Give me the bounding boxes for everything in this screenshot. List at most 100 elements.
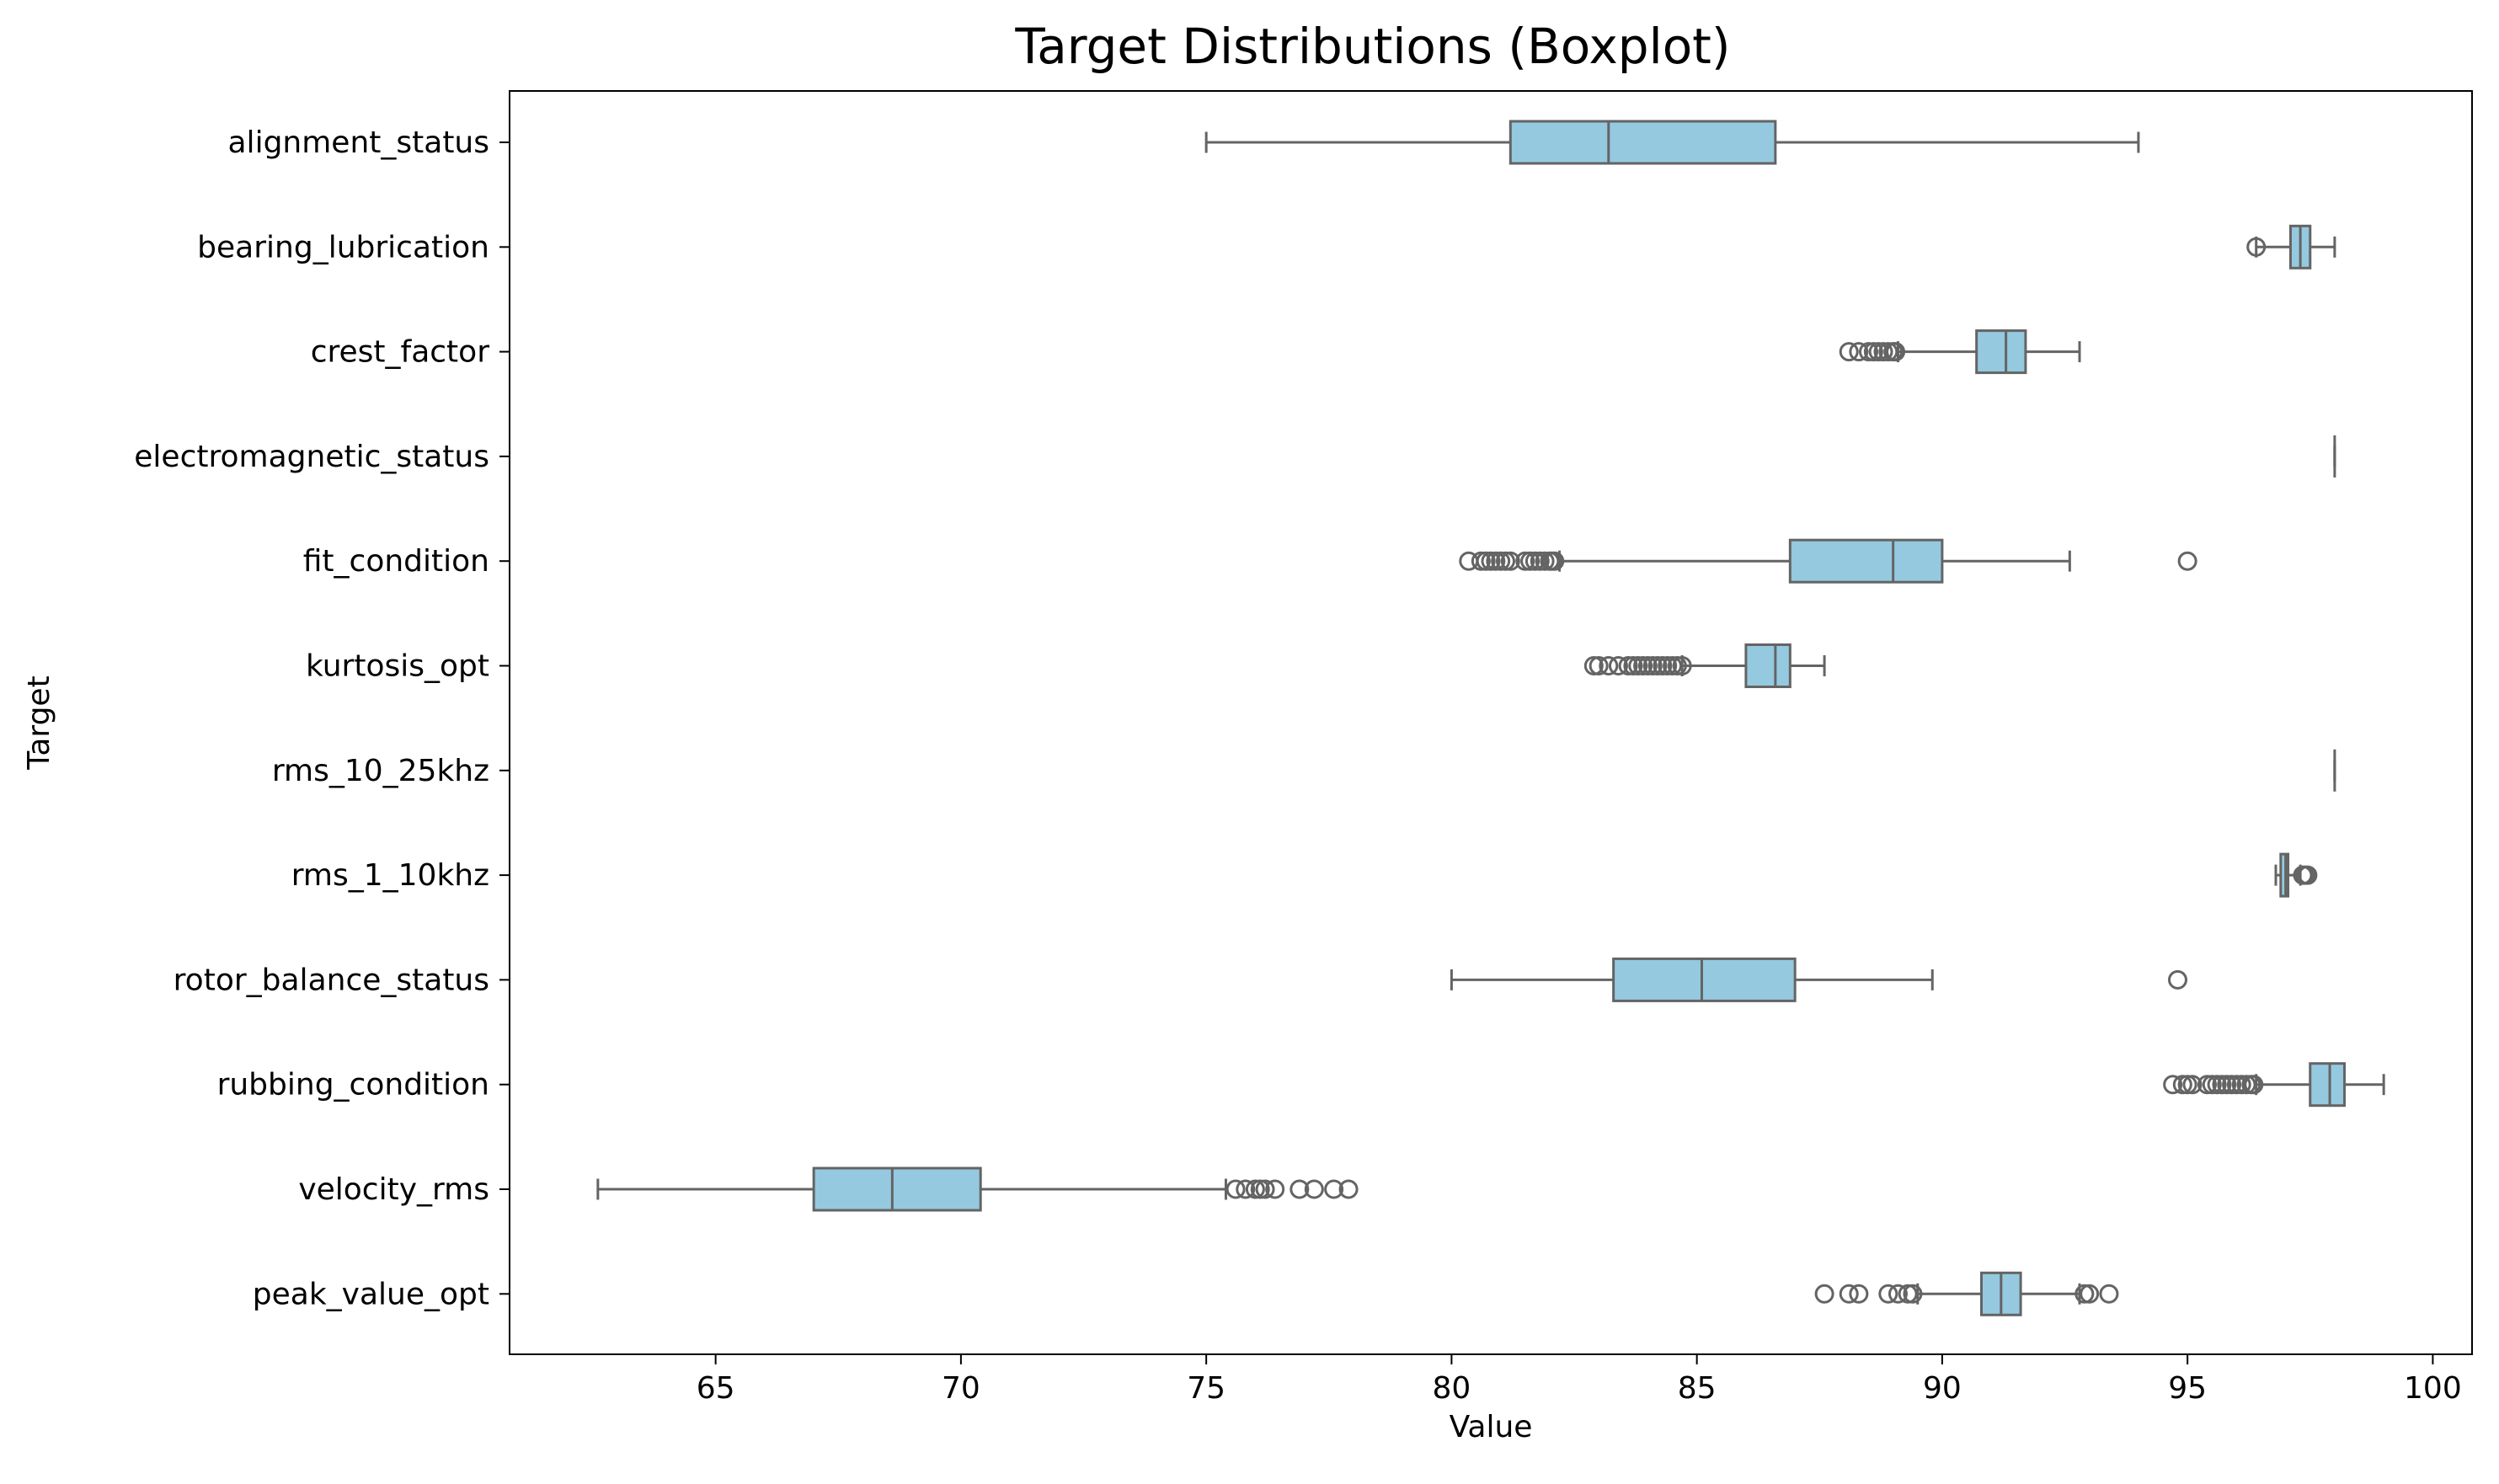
outlier-point (1886, 342, 1906, 362)
outlier-point (1500, 551, 1520, 571)
outlier-point (2222, 1075, 2242, 1095)
y-tick-label: velocity_rms (298, 1172, 489, 1207)
box-iqr (1612, 957, 1797, 1002)
y-tick-label: rms_1_10khz (291, 858, 489, 893)
outlier-point (2168, 969, 2187, 990)
outlier-point (1888, 1284, 1908, 1304)
y-tick-label: rotor_balance_status (174, 963, 489, 997)
outlier-point (1642, 656, 1663, 675)
outlier-point (1599, 656, 1619, 675)
chart-title: Target Distributions (Boxplot) (1014, 18, 1730, 75)
outlier-point (2207, 1075, 2227, 1095)
x-tick-label: 95 (2168, 1371, 2207, 1406)
outlier-point (1589, 656, 1609, 675)
outlier-point (1476, 551, 1496, 571)
outlier-point (1633, 656, 1653, 675)
y-tick-label: bearing_lubrication (197, 230, 489, 264)
outlier-point (2172, 1075, 2192, 1095)
outlier-point (2177, 551, 2197, 571)
outlier-point (1290, 1179, 1310, 1199)
y-tick-label: peak_value_opt (253, 1277, 489, 1311)
outlier-point (1236, 1179, 1256, 1199)
outlier-point (1265, 1179, 1285, 1199)
y-axis-label: Target (22, 675, 56, 770)
outlier-point (2244, 1075, 2264, 1095)
y-tick-label: fit_condition (303, 544, 489, 579)
outlier-point (1520, 551, 1541, 571)
outlier-point (1667, 656, 1687, 675)
outlier-point (1481, 551, 1501, 571)
outlier-point (1849, 342, 1869, 362)
outlier-point (2182, 1075, 2203, 1095)
outlier-point (1583, 656, 1604, 675)
x-tick-label: 75 (1187, 1371, 1225, 1406)
outlier-point (1338, 1179, 1359, 1199)
outlier-point (1495, 551, 1515, 571)
outlier-point (1859, 342, 1879, 362)
y-tick-label: alignment_status (228, 125, 490, 160)
outlier-point (1658, 656, 1678, 675)
outlier-point (2197, 1075, 2217, 1095)
x-tick-label: 100 (2404, 1371, 2462, 1406)
box-iqr (1975, 329, 2027, 375)
y-tick-label: kurtosis_opt (306, 649, 489, 684)
outlier-point (2099, 1284, 2119, 1304)
outlier-point (1672, 656, 1692, 675)
outlier-point (1849, 1284, 1869, 1304)
outlier-point (1878, 342, 1898, 362)
outlier-point (2212, 1075, 2232, 1095)
outlier-point (2236, 1075, 2256, 1095)
box-iqr (1508, 120, 1777, 165)
outlier-point (1839, 1284, 1859, 1304)
y-tick-label: rms_10_25khz (272, 754, 489, 788)
x-tick-label: 85 (1678, 1371, 1717, 1406)
outlier-point (2298, 865, 2318, 885)
outlier-point (1618, 656, 1638, 675)
outlier-point (1814, 1284, 1834, 1304)
x-axis-label: Value (1450, 1410, 1533, 1444)
outlier-point (1608, 656, 1628, 675)
outlier-point (1898, 1284, 1918, 1304)
outlier-point (1530, 551, 1550, 571)
outlier-point (1545, 551, 1565, 571)
outlier-point (1486, 551, 1506, 571)
outlier-point (1653, 656, 1673, 675)
box-iqr (2309, 1062, 2347, 1108)
outlier-point (1255, 1179, 1275, 1199)
outlier-point (1873, 342, 1893, 362)
outlier-point (1304, 1179, 1324, 1199)
outlier-point (2080, 1284, 2100, 1304)
outlier-point (1637, 656, 1658, 675)
outlier-point (1839, 342, 1859, 362)
outlier-point (1491, 551, 1511, 571)
box-iqr (1744, 643, 1791, 688)
outlier-point (2217, 1075, 2237, 1095)
outlier-point (2074, 1284, 2095, 1304)
outlier-point (1324, 1179, 1344, 1199)
box-iqr (812, 1166, 982, 1212)
outlier-point (1225, 1179, 1246, 1199)
outlier-point (2231, 1075, 2251, 1095)
outlier-point (1471, 551, 1491, 571)
box-iqr (1788, 538, 1944, 584)
y-tick-label: rubbing_condition (217, 1068, 489, 1102)
outlier-point (2163, 1075, 2183, 1095)
x-tick-label: 70 (942, 1371, 980, 1406)
outlier-point (1250, 1179, 1270, 1199)
plot-frame (509, 90, 2473, 1355)
outlier-point (1535, 551, 1555, 571)
x-tick-label: 65 (697, 1371, 735, 1406)
outlier-point (1623, 656, 1643, 675)
outlier-point (1515, 551, 1535, 571)
outlier-point (1245, 1179, 1265, 1199)
outlier-point (1628, 656, 1648, 675)
outlier-point (1903, 1284, 1923, 1304)
outlier-point (1663, 656, 1683, 675)
outlier-point (2246, 237, 2267, 257)
outlier-point (1863, 342, 1883, 362)
outlier-point (1878, 1284, 1898, 1304)
x-tick-label: 90 (1923, 1371, 1962, 1406)
outlier-point (1647, 656, 1668, 675)
